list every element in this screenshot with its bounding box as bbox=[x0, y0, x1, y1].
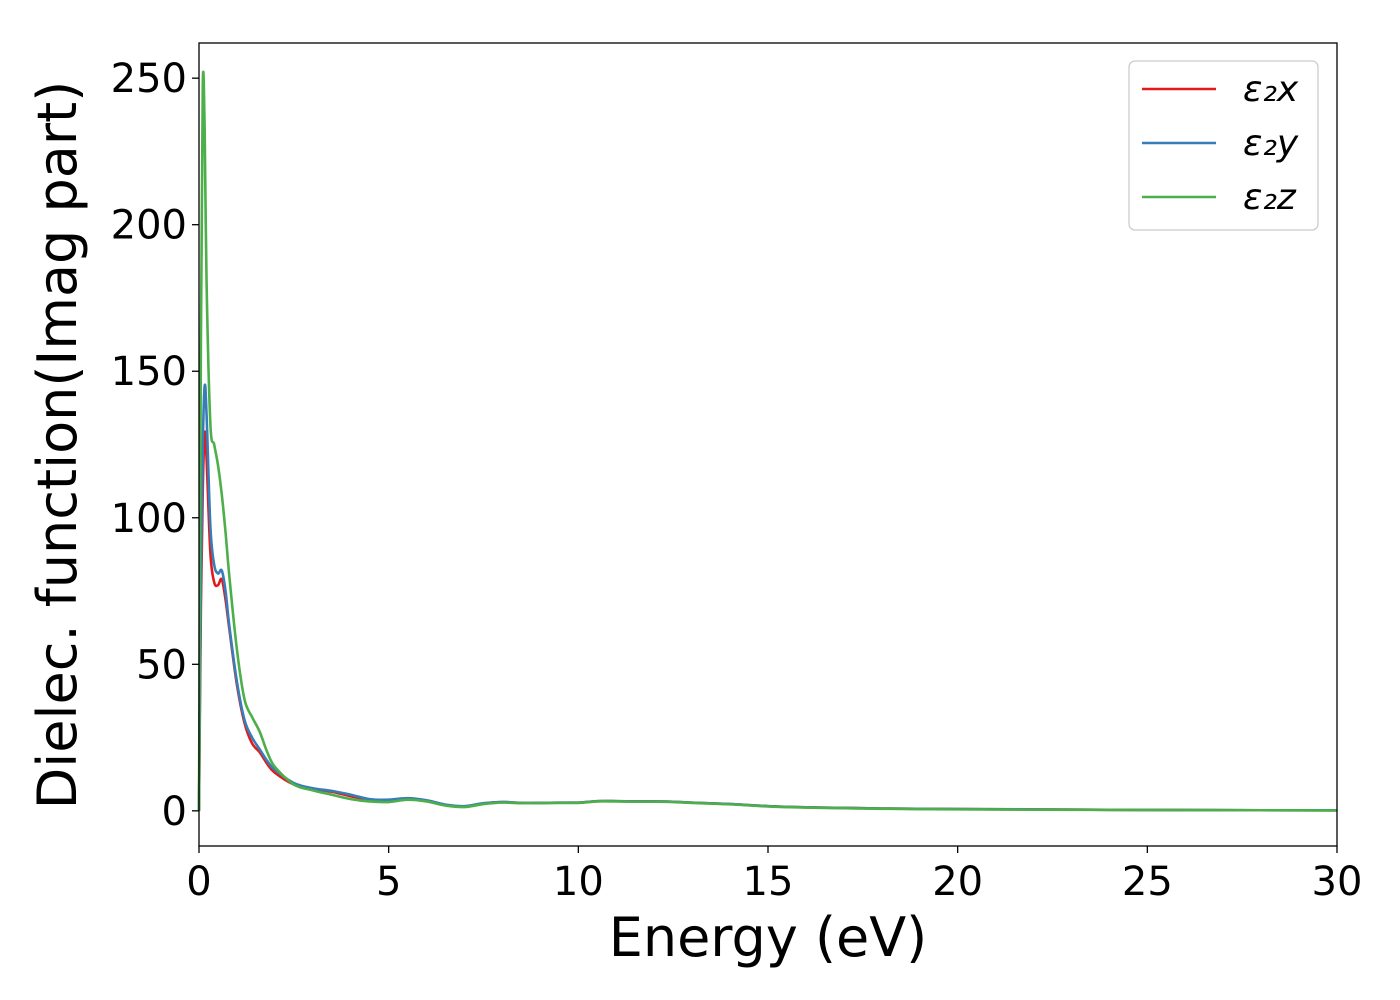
y-tick-label: 0 bbox=[162, 789, 187, 835]
x-tick-label: 20 bbox=[932, 859, 983, 905]
y-tick-label: 200 bbox=[111, 203, 187, 249]
legend: ε₂x ε₂y ε₂z bbox=[1128, 60, 1319, 231]
y-tick-label: 150 bbox=[111, 349, 187, 395]
legend-box bbox=[1128, 60, 1319, 231]
x-axis-title: Energy (eV) bbox=[609, 906, 928, 969]
y-axis-title: Dielec. function(Imag part) bbox=[26, 81, 89, 810]
x-axis: 0 5 10 15 20 25 30 bbox=[186, 846, 1362, 905]
x-tick-label: 0 bbox=[186, 859, 211, 905]
legend-label: ε₂y bbox=[1243, 123, 1299, 164]
x-tick-label: 15 bbox=[743, 859, 794, 905]
y-axis: 0 50 100 150 200 250 bbox=[111, 56, 199, 835]
y-tick-label: 250 bbox=[111, 56, 187, 102]
series-lines bbox=[197, 70, 1338, 812]
legend-label: ε₂x bbox=[1243, 69, 1299, 110]
x-tick-label: 30 bbox=[1312, 859, 1363, 905]
x-tick-label: 5 bbox=[376, 859, 401, 905]
y-tick-label: 100 bbox=[111, 496, 187, 542]
y-tick-label: 50 bbox=[136, 642, 187, 688]
x-tick-label: 10 bbox=[553, 859, 604, 905]
series-line-3 bbox=[197, 70, 1338, 812]
x-tick-label: 25 bbox=[1122, 859, 1173, 905]
legend-label: ε₂z bbox=[1243, 177, 1297, 218]
